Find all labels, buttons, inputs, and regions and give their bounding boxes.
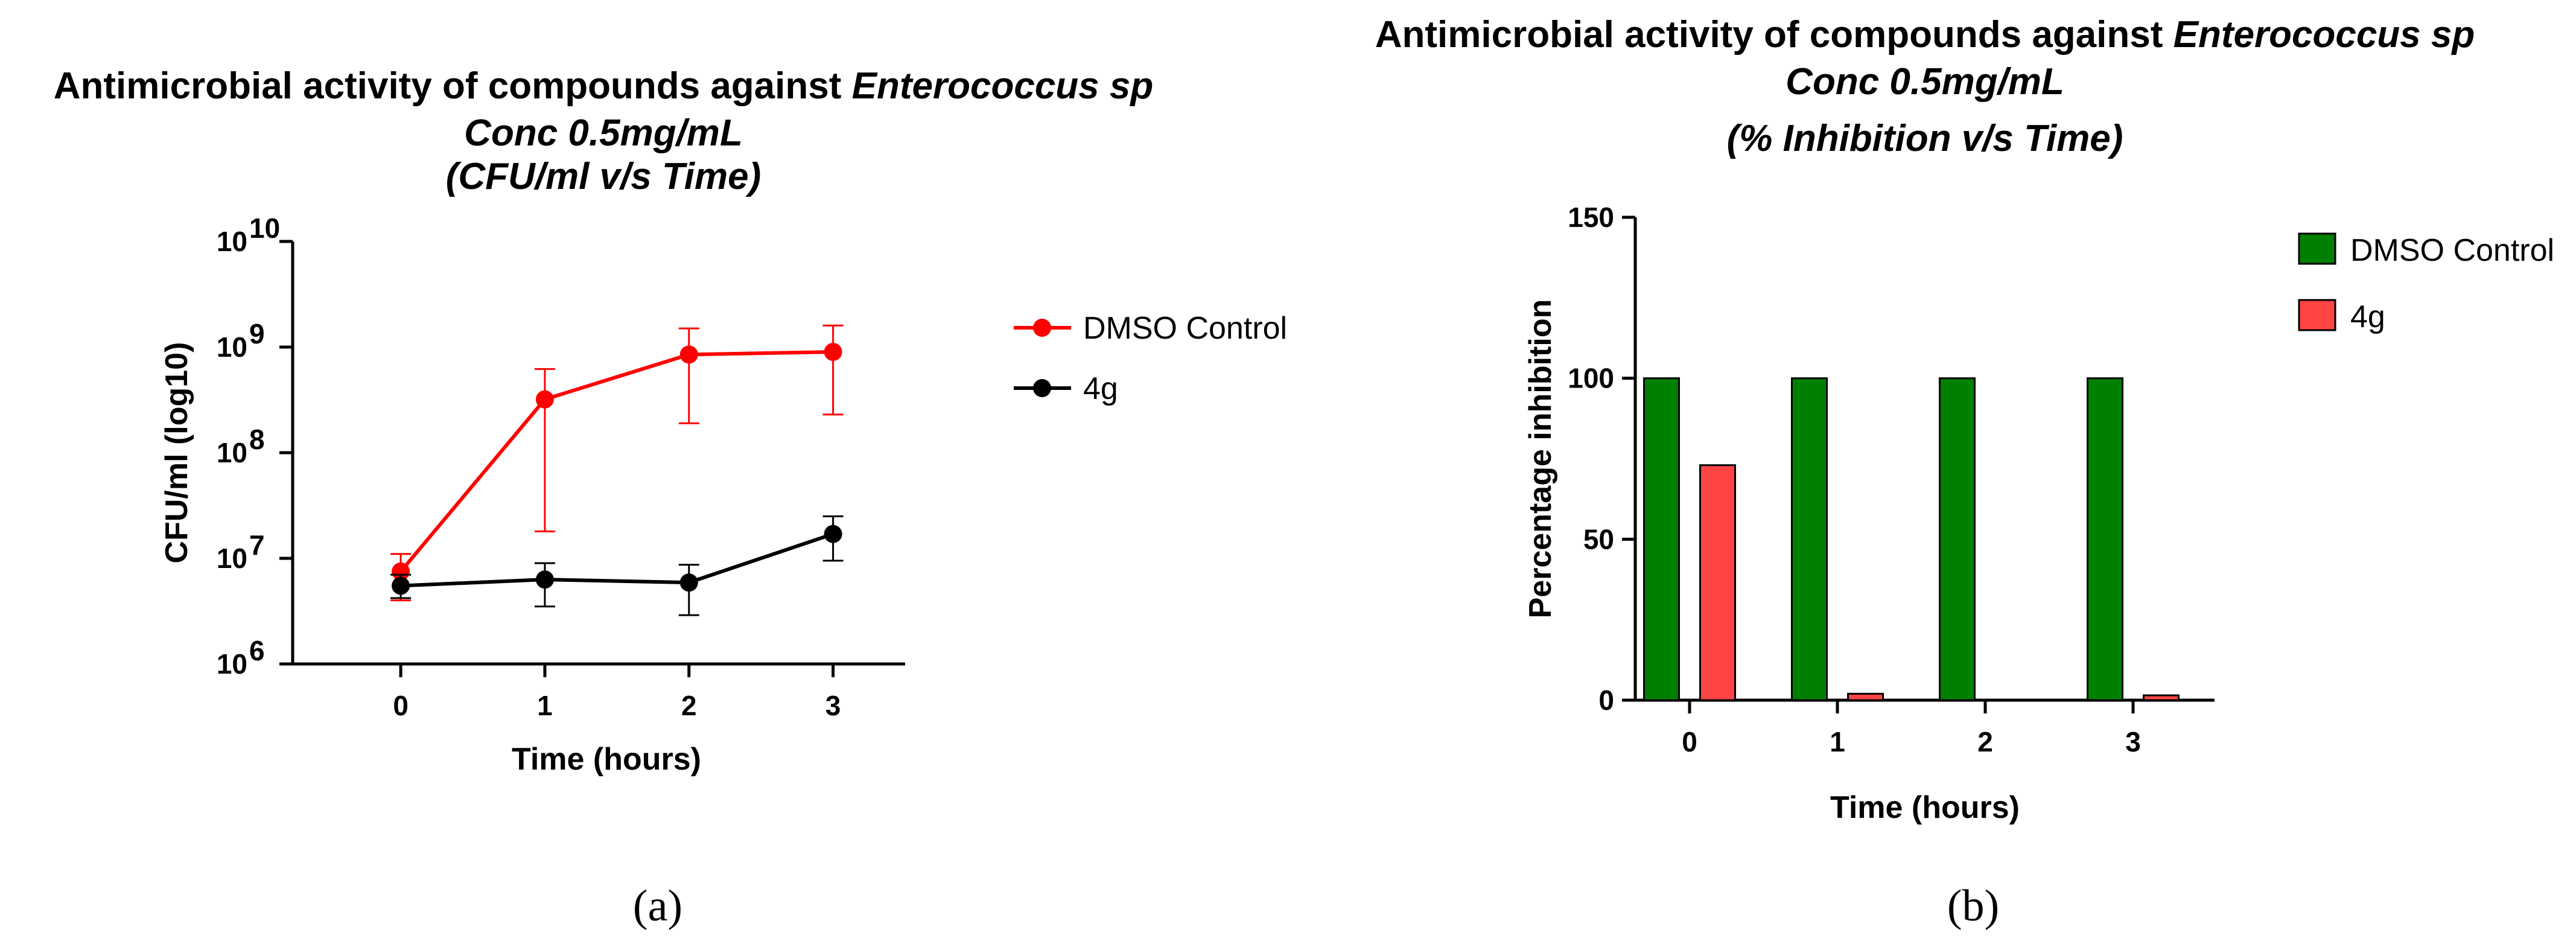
panel-a-legend: DMSO Control 4g [1014,311,1287,406]
y-tick-label: 50 [1583,523,1614,555]
x-tick-label: 3 [2125,726,2141,758]
bar [1791,377,1828,701]
panel-b-subtitle: Conc 0.5mg/mL [1786,61,2064,103]
data-point [824,525,842,543]
x-tick-label: 2 [681,690,697,721]
panel-a-series [390,324,844,616]
y-tick-exponent: 6 [249,635,265,666]
x-tick-label: 1 [537,690,553,721]
y-tick-exponent: 8 [249,424,265,455]
panel-a-x-ticks: 0 1 2 3 [393,664,841,721]
y-tick-label: 10 [217,226,247,257]
panel-b-x-label: Time (hours) [1830,790,2020,825]
bar [1643,377,1680,701]
data-point [679,573,698,592]
bar [2087,377,2123,701]
x-tick-label: 0 [393,690,409,721]
y-tick-label: 100 [1568,363,1614,394]
series-line [399,350,833,573]
data-point [535,390,554,409]
panel-b-legend: DMSO Control 4g [2298,232,2554,334]
legend-4g-swatch [2298,299,2336,331]
y-tick-label: 0 [1598,684,1614,716]
panel-b-y-ticks: 0 50 100 150 [1568,202,1635,716]
data-point [679,345,698,364]
panel-a-line-chart: Antimicrobial activity of compounds agai… [54,65,1287,931]
panel-b-bars [1643,377,2180,701]
panel-a-subtitle: Conc 0.5mg/mL [464,112,743,154]
x-tick-label: 2 [1977,726,1993,758]
legend-dmso-label: DMSO Control [1083,311,1287,346]
y-tick-exponent: 9 [249,318,265,349]
bar [1699,464,1736,701]
panel-a-subtitle2: (CFU/ml v/s Time) [446,156,762,197]
legend-4g-marker [1033,379,1051,397]
legend-4g-label-b: 4g [2350,299,2385,334]
panel-b-bar-chart: Antimicrobial activity of compounds agai… [1375,14,2554,931]
legend-4g-label: 4g [1083,371,1118,406]
panel-a-y-label: CFU/ml (log10) [159,342,194,564]
x-tick-label: 3 [825,690,841,721]
y-tick-exponent: 7 [249,529,265,561]
y-tick-label: 10 [217,437,247,468]
panel-a-title: Antimicrobial activity of compounds agai… [54,65,1153,107]
x-tick-label: 0 [1682,726,1697,758]
data-point [824,343,842,362]
y-tick-label: 10 [217,648,247,680]
data-point [392,562,410,581]
data-point [392,576,410,595]
bar [1847,692,1884,701]
data-point [535,570,554,589]
bar [2143,694,2180,701]
y-tick-label: 10 [217,331,247,363]
bar [1939,377,1976,701]
x-tick-label: 1 [1830,726,1845,758]
legend-dmso-swatch [2298,232,2336,265]
panel-b-y-label: Percentage inhibition [1523,299,1558,619]
panel-a-caption: (a) [633,881,682,931]
panel-b-title: Antimicrobial activity of compounds agai… [1375,14,2475,56]
y-tick-exponent: 10 [249,212,280,244]
y-tick-label: 150 [1568,202,1614,233]
legend-dmso-label-b: DMSO Control [2350,233,2554,268]
panel-b-subtitle2: (% Inhibition v/s Time) [1727,118,2123,159]
panel-b-caption: (b) [1947,881,1999,931]
panel-b-x-ticks: 0 1 2 3 [1682,700,2141,758]
panel-a-x-label: Time (hours) [512,742,701,777]
legend-dmso-marker [1033,319,1051,337]
series-line [400,532,834,588]
y-tick-label: 10 [217,543,247,574]
